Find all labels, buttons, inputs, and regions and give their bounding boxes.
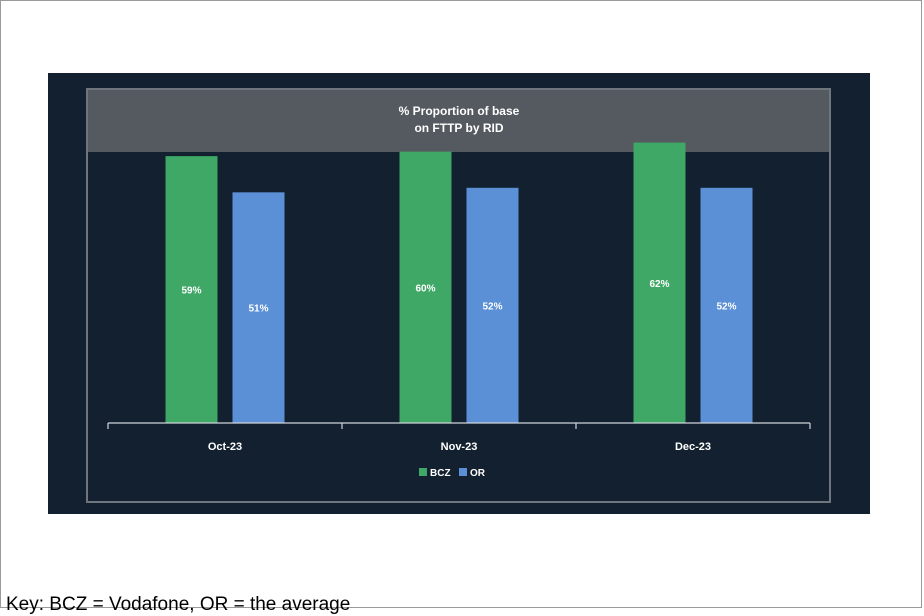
x-tick-label-oct-23: Oct-23 bbox=[208, 441, 242, 453]
bar-or-oct-23 bbox=[232, 192, 285, 423]
bar-or-nov-23 bbox=[466, 187, 519, 423]
chart-panel: % Proportion of base on FTTP by RID 59% 5… bbox=[48, 73, 870, 514]
chart-subtitle: on FTTP by RID bbox=[414, 121, 503, 135]
legend: BCZ OR bbox=[419, 468, 486, 479]
chart-header-band bbox=[87, 89, 830, 152]
legend-label-or: OR bbox=[470, 468, 486, 479]
data-label-bcz-nov-23: 60% bbox=[415, 283, 435, 294]
legend-swatch-bcz bbox=[419, 468, 427, 476]
data-label-bcz-dec-23: 62% bbox=[649, 279, 669, 290]
data-label-or-oct-23: 51% bbox=[248, 304, 268, 315]
x-tick-label-nov-23: Nov-23 bbox=[441, 441, 478, 453]
bars-layer: 59% 51% 60% 52% 62% 52% bbox=[165, 142, 753, 424]
data-label-or-dec-23: 52% bbox=[716, 301, 736, 312]
x-tick-label-dec-23: Dec-23 bbox=[675, 441, 711, 453]
bar-or-dec-23 bbox=[700, 187, 753, 423]
bar-bcz-dec-23 bbox=[633, 142, 686, 424]
data-label-bcz-oct-23: 59% bbox=[181, 286, 201, 297]
bar-bcz-nov-23 bbox=[399, 151, 452, 423]
chart-frame bbox=[86, 88, 831, 503]
key-footnote: Key: BCZ = Vodafone, OR = the average bbox=[6, 594, 351, 615]
chart-title: % Proportion of base bbox=[399, 104, 520, 118]
fttp-proportion-bar-chart: % Proportion of base on FTTP by RID 59%5… bbox=[86, 88, 831, 503]
bar-bcz-oct-23 bbox=[165, 156, 218, 423]
data-label-or-nov-23: 52% bbox=[482, 301, 502, 312]
x-axis: Oct-23 Nov-23 Dec-23 bbox=[107, 422, 811, 453]
legend-swatch-or bbox=[459, 468, 467, 476]
legend-label-bcz: BCZ bbox=[430, 468, 451, 479]
